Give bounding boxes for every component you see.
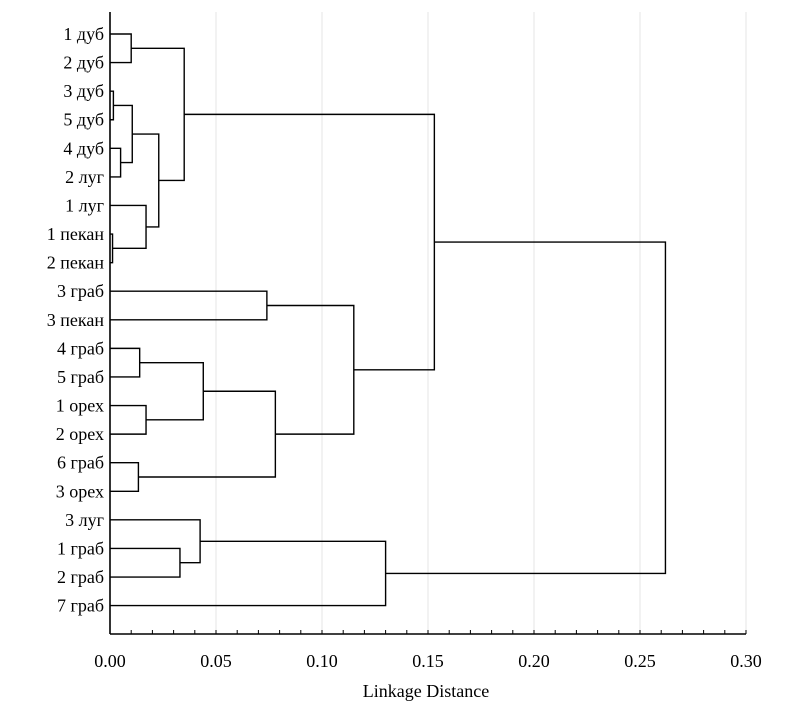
dendrogram-link <box>110 547 181 578</box>
leaf-label: 1 орех <box>56 396 104 416</box>
dendrogram-link <box>139 361 204 421</box>
dendrogram-link <box>113 104 133 164</box>
leaf-label: 3 дуб <box>63 81 104 101</box>
dendrogram-link <box>138 390 277 478</box>
dendrogram-link <box>110 519 201 564</box>
leaf-label: 2 орех <box>56 424 104 444</box>
x-tick-label: 0.25 <box>624 651 656 671</box>
dendrogram-link <box>131 47 185 182</box>
leaf-label: 1 граб <box>57 538 104 558</box>
dendrogram-link <box>110 204 147 250</box>
dendrogram-link <box>110 347 141 378</box>
leaf-label: 2 пекан <box>47 253 105 273</box>
leaf-label: 1 луг <box>65 195 104 215</box>
x-tick-label: 0.10 <box>306 651 338 671</box>
x-tick-label: 0.15 <box>412 651 444 671</box>
x-axis: 0.00 0.05 0.10 0.15 0.20 0.25 0.30 <box>94 12 762 671</box>
leaf-label: 3 пекан <box>47 310 105 330</box>
leaf-label: 4 граб <box>57 338 104 358</box>
leaf-label: 4 дуб <box>63 138 104 158</box>
leaf-label: 5 граб <box>57 367 104 387</box>
leaf-labels: 1 дуб 2 дуб 3 дуб 5 дуб 4 дуб 2 луг 1 луг 1 пек… <box>47 24 105 616</box>
x-tick-label: 0.30 <box>730 651 762 671</box>
leaf-label: 1 пекан <box>47 224 105 244</box>
leaf-label: 7 граб <box>57 596 104 616</box>
leaf-label: 5 дуб <box>63 110 104 130</box>
x-tick-label: 0.00 <box>94 651 126 671</box>
dendrogram-link <box>110 290 268 321</box>
leaf-label: 2 граб <box>57 567 104 587</box>
dendrogram-link <box>110 404 147 435</box>
leaf-label: 3 граб <box>57 281 104 301</box>
dendrogram-link <box>110 540 387 607</box>
x-tick-label: 0.20 <box>518 651 550 671</box>
x-tick-label: 0.05 <box>200 651 232 671</box>
leaf-label: 3 луг <box>65 510 104 530</box>
x-axis-label: Linkage Distance <box>363 681 489 701</box>
grid-lines <box>215 12 747 634</box>
dendrogram-link <box>110 462 140 492</box>
dendrogram-link <box>184 113 436 371</box>
dendrogram-link <box>110 33 132 64</box>
leaf-label: 1 дуб <box>63 24 104 44</box>
dendrogram-link <box>110 147 122 178</box>
dendrogram-links <box>110 33 667 607</box>
dendrogram-link <box>385 241 667 575</box>
leaf-label: 3 орех <box>56 481 104 501</box>
leaf-label: 2 луг <box>65 167 104 187</box>
dendrogram-link <box>266 304 355 435</box>
leaf-label: 6 граб <box>57 453 104 473</box>
leaf-label: 2 дуб <box>63 53 104 73</box>
